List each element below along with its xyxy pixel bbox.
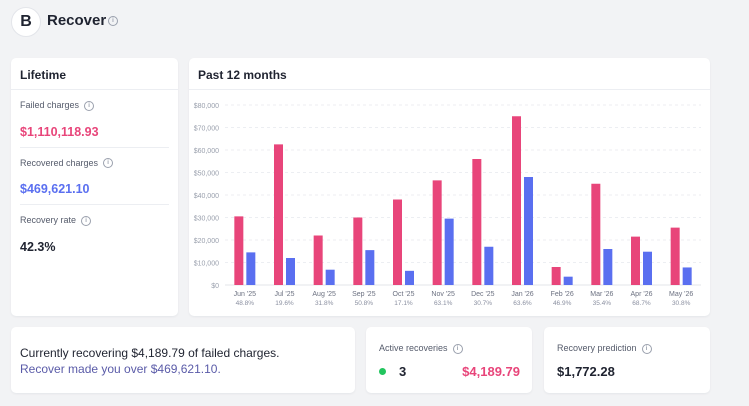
y-tick-label: $30,000 [194,216,219,223]
recovery-rate-label: 19.6% [275,300,294,307]
failed-bar [670,227,680,285]
stat-value: $469,621.10 [20,182,90,197]
active-count: 3 [399,364,407,379]
recovery-rate-label: 46.9% [553,300,572,307]
stat-recovered-charges: Recovered charges i $469,621.10 [11,148,178,205]
divider [20,204,169,206]
stat-label: Recovered charges [20,157,99,168]
stat-label: Failed charges [20,100,80,110]
chart-card: Past 12 months $0 $10,000 $20,000 $30,000 $4… [189,58,710,316]
x-tick-label: Jun '25 [234,291,256,298]
stat-recovery-rate: Recovery rate i 42.3% [11,205,178,262]
x-tick-label: Oct '25 [393,291,415,298]
recovery-rate-label: 50.8% [355,300,374,307]
recovery-rate-label: 17.1% [394,300,413,307]
y-tick-label: $40,000 [194,193,219,200]
prediction-label: Recovery prediction [557,343,637,353]
lifetime-title: Lifetime [20,68,67,82]
stat-label: Recovery rate [20,215,77,226]
recovered-bar [365,250,375,285]
recovery-rate-label: 30.8% [672,300,691,307]
failed-bar [353,217,363,285]
x-tick-label: Apr '26 [631,291,653,298]
y-tick-label: $20,000 [194,238,219,245]
failed-bar [432,180,442,285]
y-tick-label: $80,000 [194,103,219,110]
stat-failed-charges: Failed charges i $1,110,118.93 [11,90,178,147]
recovered-bar [524,177,533,285]
bar-chart: $0 $10,000 $20,000 $30,000 $40,000 $50,000 $60… [194,103,701,307]
recovered-bar [484,246,494,285]
brand-logo: B [11,7,41,37]
y-tick-label: $10,000 [194,261,219,268]
failed-bar [313,235,323,285]
prediction-value: $1,772.28 [557,364,615,379]
failed-bar [512,116,521,285]
x-tick-label: Mar '26 [590,291,613,298]
x-tick-label: Jul '25 [274,291,294,298]
stat-value: 42.3% [20,239,56,254]
prediction-card: Recovery prediction i $1,772.28 [544,327,710,393]
info-icon[interactable]: i [641,343,652,354]
lifetime-card: Lifetime Failed charges i $1,110,118.93 R… [11,58,178,316]
x-tick-label: Sep '25 [352,291,376,298]
recovered-bar [682,267,692,285]
recovery-rate-label: 35.4% [593,300,612,307]
page-title: Recover [47,12,107,29]
recovered-bar [246,252,256,285]
recovered-bar [286,258,295,285]
recovered-message: Recover made you over $469,621.10. [20,362,221,376]
chart-title: Past 12 months [198,68,287,82]
divider [11,89,178,90]
recovered-bar [325,269,335,285]
info-icon[interactable]: i [81,215,92,226]
recovery-rate-label: 63.1% [434,300,453,307]
recovered-bar [405,270,414,285]
recovering-message: Currently recovering $4,189.79 of failed… [20,346,280,360]
recovery-rate-label: 48.8% [236,300,255,307]
stat-value: $1,110,118.93 [20,124,99,139]
x-tick-label: Feb '26 [551,291,574,298]
info-icon[interactable]: i [108,16,118,26]
info-icon[interactable]: i [103,158,114,169]
y-tick-label: $50,000 [194,171,219,178]
info-icon[interactable]: i [84,100,95,111]
recovery-rate-label: 30.7% [474,300,493,307]
x-tick-label: Jan '26 [511,291,533,298]
x-tick-label: Dec '25 [471,291,495,298]
y-tick-label: $60,000 [194,148,219,155]
recovery-rate-label: 68.7% [632,300,651,307]
x-tick-label: Nov '25 [431,291,455,298]
x-tick-label: Aug '25 [312,291,336,298]
recovered-bar [563,276,573,285]
y-tick-label: $70,000 [194,126,219,133]
active-amount: $4,189.79 [462,364,520,379]
failed-bar [234,216,244,285]
active-recoveries-label: Active recoveries [379,343,448,353]
status-dot [379,368,386,375]
recovering-card: Currently recovering $4,189.79 of failed… [11,327,355,393]
y-tick-label: $0 [211,283,219,290]
recovered-bar [643,251,652,285]
recovered-bar [444,218,454,285]
failed-bar [393,199,402,285]
active-recoveries-card: Active recoveries i 3 $4,189.79 [366,327,532,393]
failed-bar [631,236,640,285]
recovery-rate-label: 63.6% [513,300,532,307]
failed-bar [274,144,283,285]
info-icon[interactable]: i [452,343,463,354]
failed-bar [472,159,482,285]
divider [189,89,710,90]
recovered-bar [603,249,613,285]
recovery-rate-label: 31.8% [315,300,334,307]
divider [20,146,169,148]
failed-bar [591,183,601,285]
failed-bar [551,267,561,285]
x-tick-label: May '26 [669,291,693,298]
